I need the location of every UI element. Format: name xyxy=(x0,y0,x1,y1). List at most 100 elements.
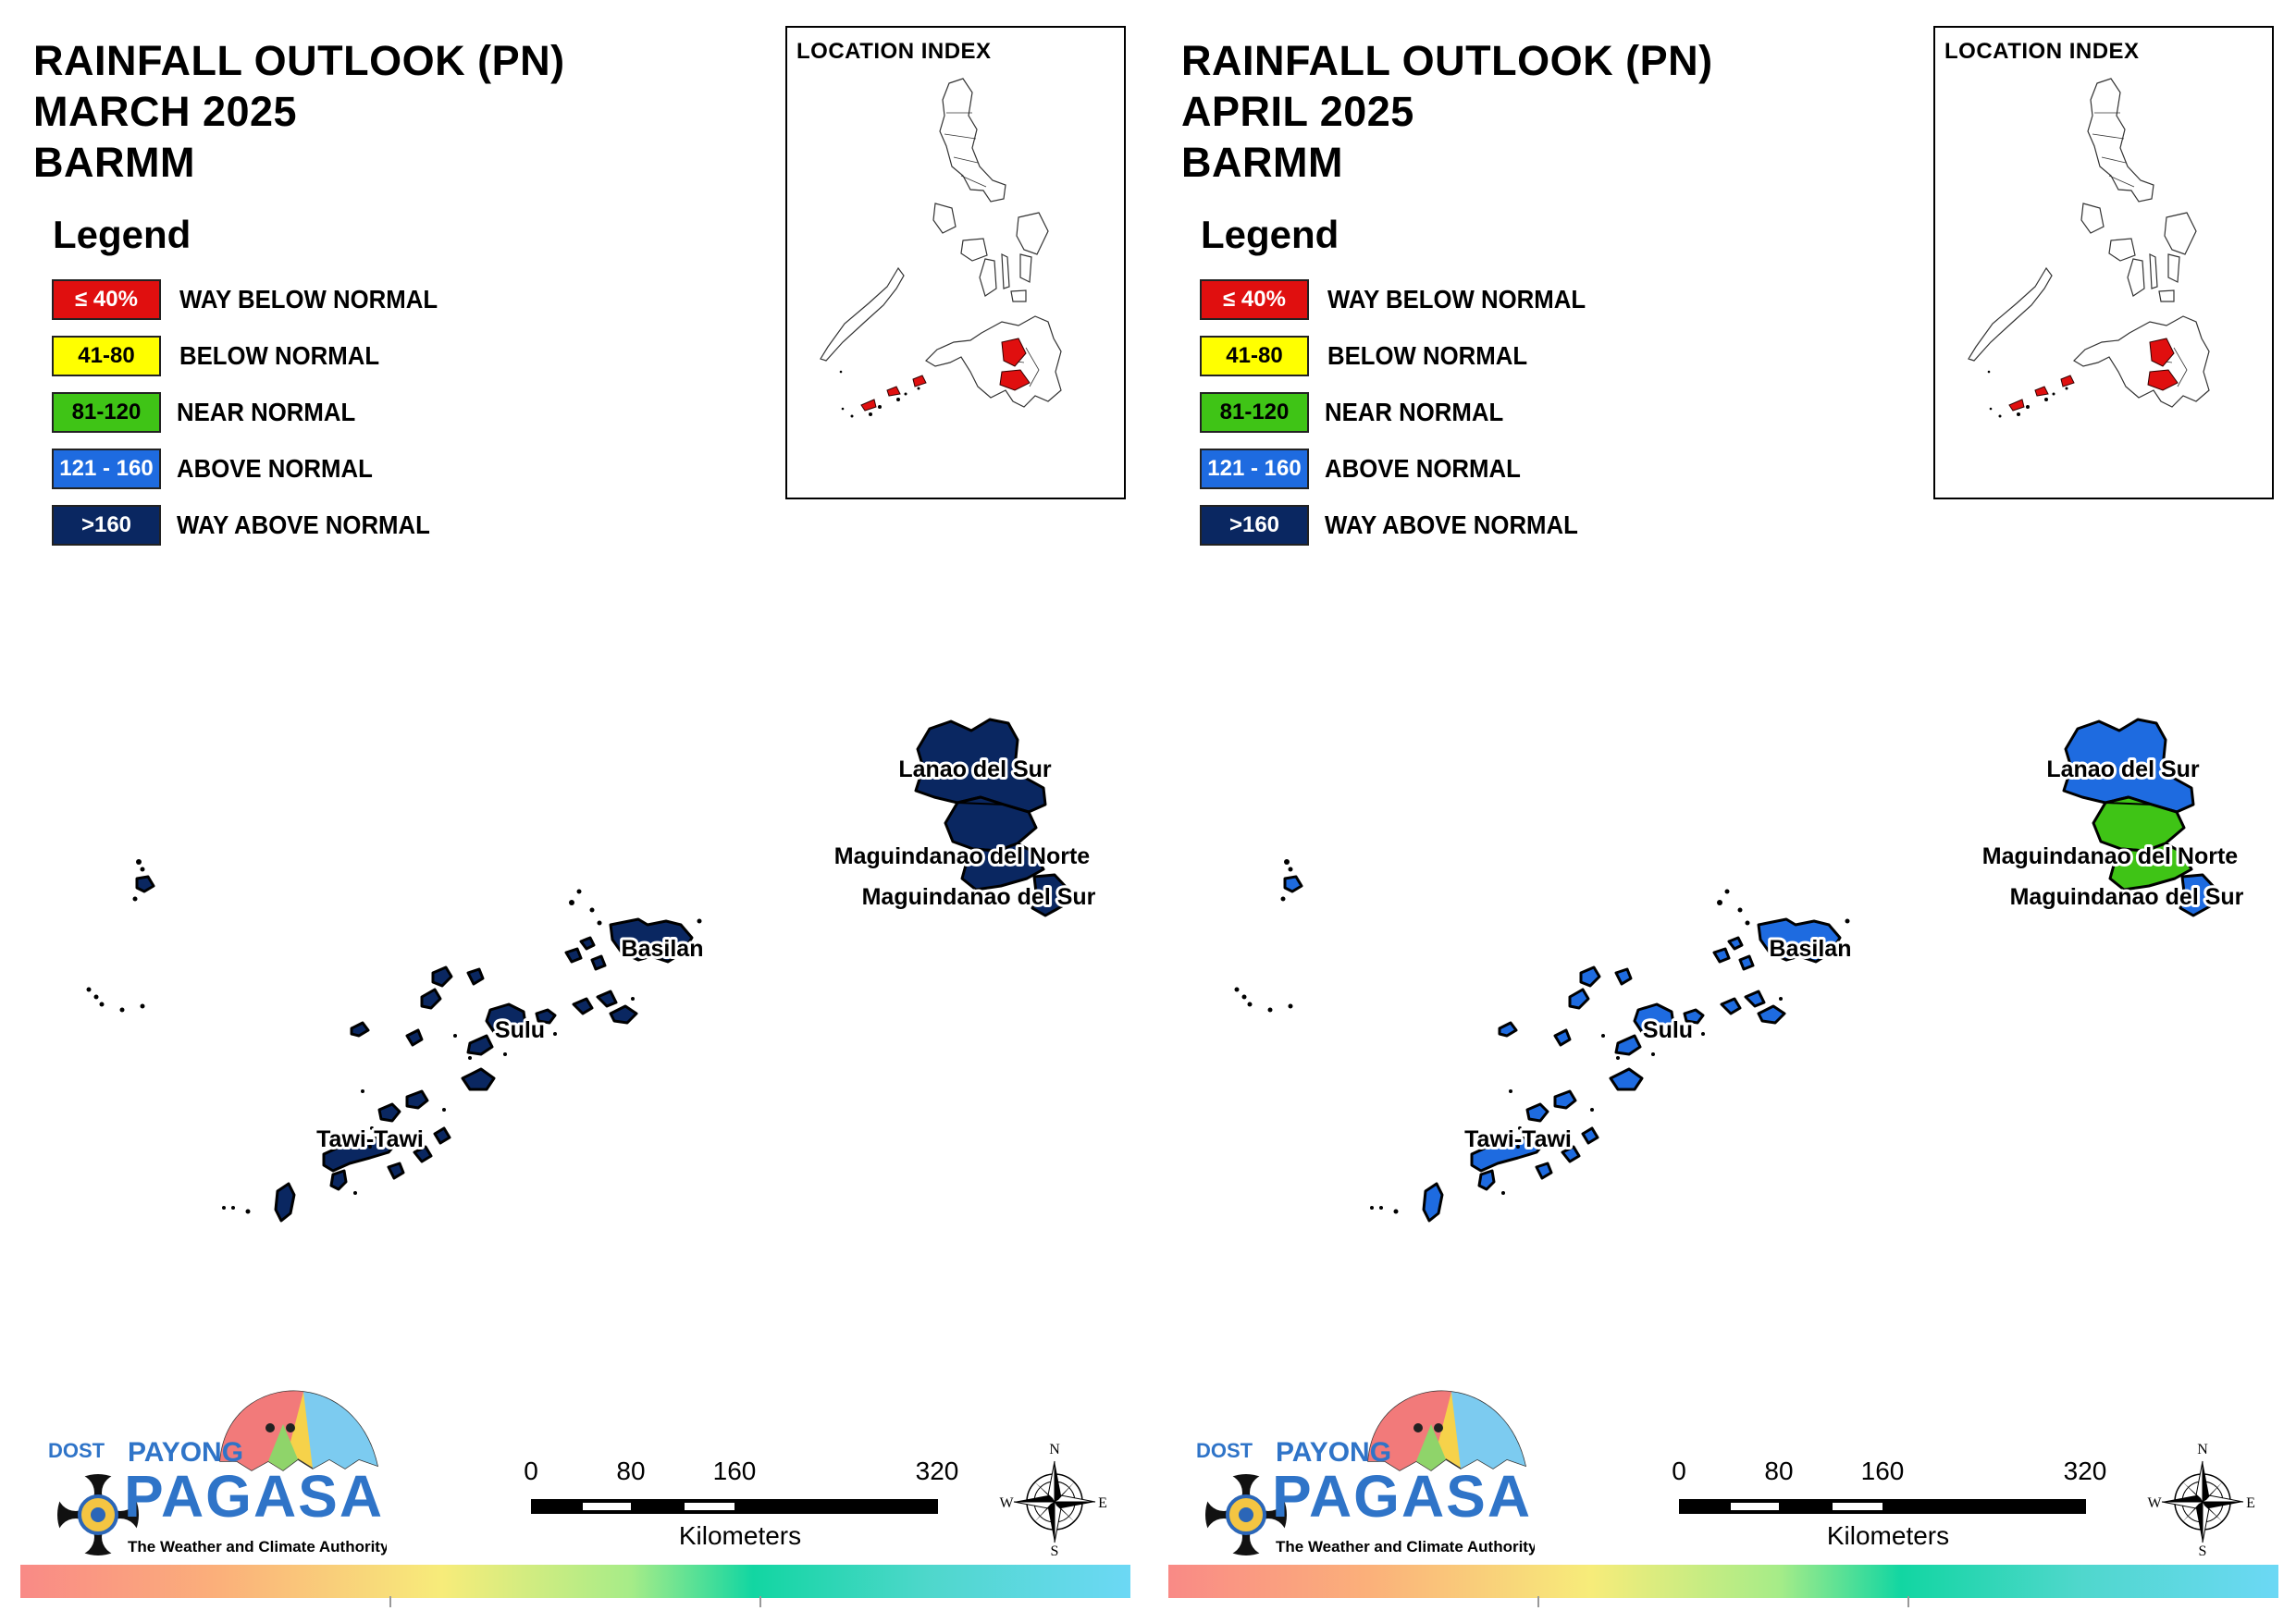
inset-tawitawi-highlight xyxy=(860,399,877,412)
inset-mindoro xyxy=(932,203,957,234)
inset-visayas-panay xyxy=(960,238,988,262)
logo-pagasa-text: PAGASA xyxy=(124,1463,384,1530)
legend-label: ABOVE NORMAL xyxy=(177,454,373,483)
inset-visayas-cebu xyxy=(2149,253,2158,289)
legend-label: WAY ABOVE NORMAL xyxy=(1325,510,1578,539)
compass-s: S xyxy=(2199,1543,2207,1557)
label-basilan: Basilan xyxy=(1770,936,1852,962)
barmm-main-map: Lanao del Sur Maguindanao del Norte Magu… xyxy=(86,718,1099,1223)
province-basilan xyxy=(1757,917,1842,964)
dost-seal-icon xyxy=(57,1474,139,1555)
scale-tick: 0 xyxy=(1672,1457,1686,1485)
legend-label: BELOW NORMAL xyxy=(179,341,380,370)
legend-swatch: >160 xyxy=(1200,505,1309,546)
logo-tagline: The Weather and Climate Authority xyxy=(128,1538,387,1555)
compass-w: W xyxy=(999,1495,1014,1511)
dost-seal-icon xyxy=(1205,1474,1287,1555)
legend-title: Legend xyxy=(1201,213,1339,256)
location-index-inset: LOCATION INDEX xyxy=(1933,26,2274,499)
logo-payong-text: PAYONG xyxy=(128,1437,243,1468)
inset-visayas-leyte xyxy=(2167,253,2180,283)
legend-swatch: 81-120 xyxy=(52,392,161,433)
inset-visayas-bohol xyxy=(2158,289,2175,302)
outlook-panel: RAINFALL OUTLOOK (PN) MARCH 2025 BARMM L… xyxy=(20,26,1130,1607)
compass-n: N xyxy=(2197,1443,2208,1457)
logo-dost-text: DOST xyxy=(1196,1439,1253,1462)
label-maguindanao-del-sur: Maguindanao del Sur xyxy=(2010,884,2244,910)
footer-divider xyxy=(1907,1596,1909,1607)
legend-label: WAY BELOW NORMAL xyxy=(179,285,438,314)
scale-bar-graphic xyxy=(1679,1499,2086,1514)
inset-maguindanao-highlight xyxy=(999,369,1031,391)
logo-pagasa-text: PAGASA xyxy=(1272,1463,1532,1530)
barmm-main-map: Lanao del Sur Maguindanao del Norte Magu… xyxy=(1234,718,2247,1223)
inset-tawitawi-highlight xyxy=(2008,399,2025,412)
scale-unit: Kilometers xyxy=(1826,1521,1950,1550)
compass-e: E xyxy=(2246,1495,2255,1511)
compass-e: E xyxy=(1098,1495,1107,1511)
province-maguindanao-del-sur-east xyxy=(1031,873,1070,917)
label-lanao-del-sur: Lanao del Sur xyxy=(2046,756,2200,782)
footer-divider xyxy=(1537,1596,1539,1607)
logo-tagline: The Weather and Climate Authority xyxy=(1276,1538,1535,1555)
scale-tick: 320 xyxy=(2063,1457,2107,1485)
legend-swatch: ≤ 40% xyxy=(52,279,161,320)
scale-tick: 80 xyxy=(616,1457,646,1485)
label-maguindanao-del-norte: Maguindanao del Norte xyxy=(1982,843,2239,869)
compass-n: N xyxy=(1049,1443,1060,1457)
outlook-panel: RAINFALL OUTLOOK (PN) APRIL 2025 BARMM L… xyxy=(1148,0,2296,1623)
label-basilan: Basilan xyxy=(622,936,704,962)
scale-unit: Kilometers xyxy=(678,1521,802,1550)
label-maguindanao-del-norte: Maguindanao del Norte xyxy=(834,843,1091,869)
footer-divider xyxy=(759,1596,761,1607)
legend-swatch: >160 xyxy=(52,505,161,546)
compass-w: W xyxy=(2147,1495,2162,1511)
legend-label: NEAR NORMAL xyxy=(1325,398,1504,426)
province-maguindanao-del-sur-east xyxy=(2179,873,2218,917)
legend-label: BELOW NORMAL xyxy=(1327,341,1528,370)
scale-tick: 0 xyxy=(524,1457,538,1485)
legend-label: WAY ABOVE NORMAL xyxy=(177,510,430,539)
inset-mindanao xyxy=(2073,315,2210,408)
inset-basilan-highlight xyxy=(912,375,927,387)
inset-visayas-negros xyxy=(2127,258,2145,297)
legend-swatch: 81-120 xyxy=(1200,392,1309,433)
scale-tick: 160 xyxy=(1860,1457,1905,1485)
compass-s: S xyxy=(1051,1543,1059,1557)
pagasa-logo: DOST PAYONG PAGASA The Weather and Clima… xyxy=(48,1390,387,1555)
legend-swatch: 121 - 160 xyxy=(52,449,161,489)
inset-sulu-highlight xyxy=(886,386,901,397)
pagasa-logo: DOST PAYONG PAGASA The Weather and Clima… xyxy=(1196,1390,1535,1555)
inset-palawan xyxy=(1968,266,2053,362)
province-lanao-del-sur xyxy=(2062,718,2195,814)
scale-tick: 320 xyxy=(915,1457,959,1485)
province-lanao-del-sur xyxy=(914,718,1047,814)
location-index-title: LOCATION INDEX xyxy=(796,39,992,64)
legend-swatch: 41-80 xyxy=(52,336,161,376)
inset-basilan-highlight xyxy=(2060,375,2075,387)
title-line: BARMM xyxy=(33,139,195,186)
logo-dost-text: DOST xyxy=(48,1439,105,1462)
compass-rose-icon: N S E W xyxy=(2147,1443,2255,1557)
title-line: RAINFALL OUTLOOK (PN) xyxy=(33,37,565,84)
legend-swatch: 41-80 xyxy=(1200,336,1309,376)
label-maguindanao-del-sur: Maguindanao del Sur xyxy=(862,884,1096,910)
title-line: APRIL 2025 xyxy=(1181,88,1414,135)
title-line: BARMM xyxy=(1181,139,1343,186)
label-lanao-del-sur: Lanao del Sur xyxy=(898,756,1052,782)
inset-visayas-cebu xyxy=(1001,253,1010,289)
province-sulu xyxy=(350,936,638,1091)
inset-visayas-bohol xyxy=(1010,289,1027,302)
map-title: RAINFALL OUTLOOK (PN) MARCH 2025 BARMM xyxy=(33,35,565,188)
legend-label: WAY BELOW NORMAL xyxy=(1327,285,1586,314)
footer-divider xyxy=(389,1596,391,1607)
inset-mindoro xyxy=(2080,203,2105,234)
location-index-title: LOCATION INDEX xyxy=(1944,39,2140,64)
inset-lanao-highlight xyxy=(1001,338,1027,367)
province-sulu xyxy=(1498,936,1786,1091)
inset-visayas-samar xyxy=(2164,212,2197,255)
footer-gradient-bar xyxy=(20,1565,1130,1598)
inset-visayas-panay xyxy=(2108,238,2136,262)
label-tawi-tawi: Tawi-Tawi xyxy=(1464,1126,1572,1152)
province-basilan xyxy=(609,917,694,964)
